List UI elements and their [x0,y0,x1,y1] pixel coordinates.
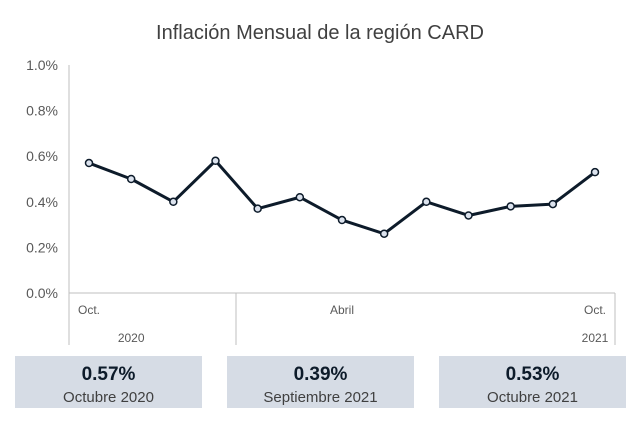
data-point [211,156,220,166]
year-label: 2021 [582,331,609,345]
data-point [253,204,262,213]
data-point [548,199,558,209]
card-label: Septiembre 2021 [263,389,378,406]
card-label: Octubre 2020 [63,389,154,406]
data-point [422,197,431,207]
y-tick-labels: 0.0% 0.2% 0.4% 0.6% 0.8% 1.0% [26,57,58,301]
chart-axes [68,65,616,345]
y-tick-label: 0.2% [26,239,58,255]
card-value: 0.53% [505,364,560,385]
data-point [506,202,515,211]
y-tick-label: 0.6% [26,148,58,164]
data-point [126,174,136,184]
line-chart: 0.0% 0.2% 0.4% 0.6% 0.8% 1.0% Oct. Abril Oct. 20… [26,57,616,345]
year-label: 2020 [118,331,145,345]
card-value: 0.39% [293,364,348,385]
x-tick-label: Abril [330,303,354,317]
x-axis-labels: Oct. Abril Oct. 2020 2021 [78,303,609,345]
chart-title: Inflación Mensual de la región CARD [156,22,484,44]
x-tick-label: Oct. [78,303,100,317]
data-point [379,229,389,238]
data-point [337,215,347,225]
data-point [295,192,305,202]
summary-card-sep-2021: 0.39% Septiembre 2021 [227,356,414,408]
summary-card-oct-2020: 0.57% Octubre 2020 [15,356,202,408]
data-points [84,156,600,238]
x-tick-label: Oct. [584,303,606,317]
y-tick-label: 1.0% [26,57,58,73]
y-tick-label: 0.0% [26,285,58,301]
data-point [590,167,600,177]
data-point [464,211,473,220]
summary-card-oct-2021: 0.53% Octubre 2021 [439,356,626,408]
card-value: 0.57% [81,364,136,385]
y-tick-label: 0.8% [26,103,58,119]
data-point [169,197,178,207]
data-point [84,158,94,168]
card-label: Octubre 2021 [487,389,578,406]
y-tick-label: 0.4% [26,194,58,210]
